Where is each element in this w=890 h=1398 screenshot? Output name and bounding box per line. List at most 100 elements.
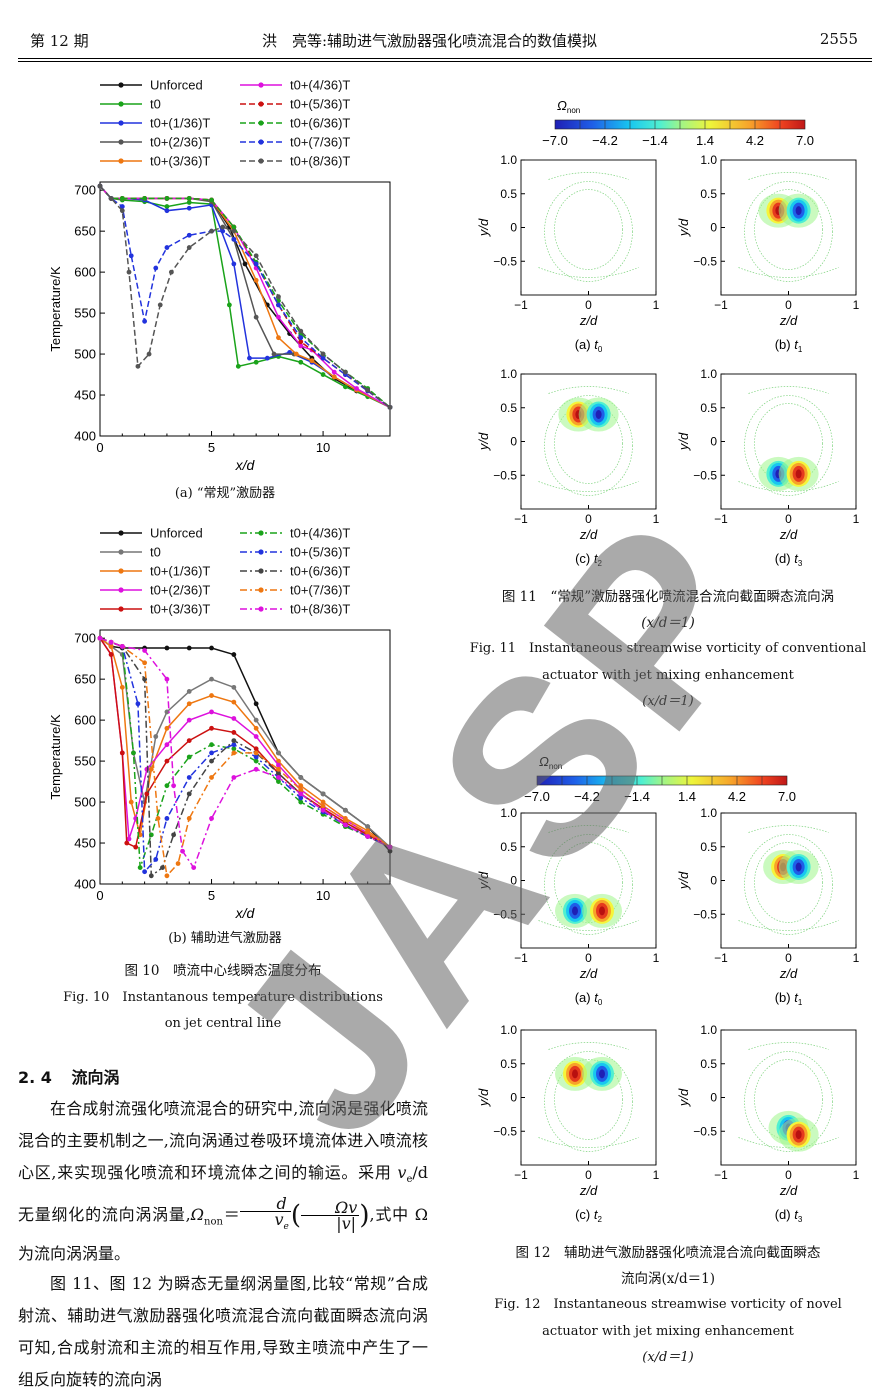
fig10a-legend-item: t0 <box>100 97 161 112</box>
fig10b-data-point <box>171 832 177 838</box>
fig12-panel-d: −1 0 1 1.0 0.5 0 −0.5 z/d y/d (d) t3 <box>676 1023 860 1224</box>
fig10b-subcaption: (b) 辅助进气激励器 <box>168 931 282 946</box>
fig12-panel-b: −1 0 1 1.0 0.5 0 −0.5 z/d y/d (b) t1 <box>676 806 860 1007</box>
fig11-colorbar-tick-label: 7.0 <box>796 133 814 148</box>
fig10b-data-point <box>253 725 259 731</box>
body-paragraph-2: 图 11、图 12 为瞬态无量纲涡量图,比较“常规”合成射流、辅助进气激励器强化… <box>18 1268 428 1396</box>
fig10b-data-point <box>209 725 214 731</box>
fig10a-data-point <box>298 343 304 349</box>
fig10b-data-point <box>253 734 259 739</box>
fig10b-y-tick-label: 500 <box>74 795 96 810</box>
fig10b-data-point <box>124 840 130 846</box>
fig10-caption-en-2: on jet central line <box>164 1016 282 1031</box>
fig10a-data-point <box>135 363 141 369</box>
fig10a-data-point <box>298 339 304 345</box>
fig12-caption-en-1: Fig. 12 Instantaneous streamwise vortici… <box>494 1297 842 1312</box>
fig12-colorbar-tick-label: −1.4 <box>624 789 650 804</box>
fig10b-series-line <box>99 637 391 870</box>
eq-inner-den: |v| <box>336 1214 357 1234</box>
fig12-panel-3-x-tick-label: 1 <box>853 1168 860 1182</box>
fig12-panel-0-y-tick-label: 1.0 <box>500 806 517 820</box>
fig12-panel-1-y-axis-label: y/d <box>676 871 691 890</box>
fig10b-data-point <box>142 660 148 666</box>
fig10b-data-point <box>253 750 259 756</box>
fig10a-legend-label: Unforced <box>150 78 203 93</box>
fig12-panel-3-y-tick-label: 0.5 <box>700 1057 717 1071</box>
fig11-panel-2-x-tick-label: −1 <box>514 512 528 526</box>
fig10a-series-line <box>99 185 391 408</box>
fig10b-legend-item: t0+(5/36)T <box>240 545 350 560</box>
fig11-panel-3-axes-frame <box>720 373 857 510</box>
fig10a-legend-label: t0+(2/36)T <box>150 135 210 150</box>
eq-lhs-sub: non <box>204 1216 223 1228</box>
fig10b-data-point <box>253 766 259 772</box>
fig10b-data-point <box>231 730 237 735</box>
fig10a-data-point <box>220 224 226 230</box>
fig10a-data-point <box>186 232 192 238</box>
fig11-panel-3-x-tick-label: 1 <box>853 512 860 526</box>
fig11-colorbar-tick-label: −4.2 <box>592 133 618 148</box>
fig12-panel-0-x-tick-label: 1 <box>653 951 660 965</box>
fig12-panel-0-x-tick-label: −1 <box>514 951 528 965</box>
fig12-panel-0-panel-label: (a) t0 <box>575 990 603 1007</box>
fig10b-data-point <box>186 738 192 744</box>
fig10b-legend-label: t0+(3/36)T <box>150 602 210 617</box>
fig11-panel-1-y-tick-label: 0 <box>710 221 717 235</box>
fig12-panel-2-y-axis-label: y/d <box>476 1088 491 1107</box>
fig11-panel-0-y-tick-label: 1.0 <box>500 153 517 167</box>
fig12-panel-3-x-tick-label: 0 <box>785 1168 792 1182</box>
fig10a-data-point <box>235 363 241 369</box>
fig10b-series-line <box>99 637 391 848</box>
fig10a-y-tick-label: 600 <box>74 265 96 280</box>
fig10b-data-point <box>119 750 125 756</box>
fig10b-data-point <box>298 799 304 805</box>
fig10b-data-point <box>148 766 154 772</box>
fig10b-data-point <box>276 758 281 764</box>
fig10a-legend-label: t0+(8/36)T <box>290 154 350 169</box>
fig12-panel-2-panel-label: (c) t2 <box>575 1207 602 1224</box>
fig11-panel-2-y-tick-label: 0 <box>510 435 517 449</box>
fig10a-data-point <box>209 197 214 203</box>
fig10b-data-point <box>186 701 192 707</box>
fig10b-data-point <box>128 799 134 805</box>
fig10a-data-point <box>231 224 237 230</box>
fig11-panel-3-y-tick-label: 0.5 <box>700 401 717 415</box>
fig10a-data-point <box>119 195 125 201</box>
fig11-panel-2-x-tick-label: 0 <box>585 512 592 526</box>
fig10a-legend-label: t0+(5/36)T <box>290 97 350 112</box>
fig10b-data-point <box>186 816 192 821</box>
fig10b-data-point <box>342 817 348 823</box>
fig10a-data-point <box>231 236 237 242</box>
fig10b-data-point <box>137 865 143 871</box>
fig12-panel-1-vortex-neg <box>778 850 819 884</box>
header-issue: 第 12 期 <box>30 32 89 50</box>
fig12-panel-0-vortex-pos <box>582 893 622 928</box>
fig11-panel-3-panel-label: (d) t3 <box>775 551 803 568</box>
eq-inner-num: Ωv <box>301 1200 360 1217</box>
fig10a-legend-item: t0+(2/36)T <box>100 135 210 150</box>
fig10b-data-point <box>231 684 237 690</box>
fig10a-legend-label: t0+(7/36)T <box>290 135 350 150</box>
fig10b-data-point <box>142 648 148 653</box>
fig10b-data-point <box>164 783 170 789</box>
fig10b-data-point <box>276 766 281 772</box>
fig11-panel-a: −1 0 1 1.0 0.5 0 −0.5 z/d y/d (a) t0 <box>476 153 660 354</box>
fig10a-data-point <box>276 314 281 320</box>
fig10b-data-point <box>186 791 192 797</box>
fig11-panel-2-y-tick-label: 1.0 <box>500 367 517 381</box>
fig10a-data-point <box>157 302 163 308</box>
fig10b-data-point <box>253 746 259 752</box>
fig12-panel-1-y-tick-label: −0.5 <box>693 907 717 921</box>
fig10b-data-point <box>342 807 348 813</box>
fig10a-legend-item: Unforced <box>100 78 203 93</box>
fig12-panel-1-x-tick-label: 1 <box>853 951 860 965</box>
fig11-colorbar-tick-label: 1.4 <box>696 133 714 148</box>
fig10b-data-point <box>135 701 141 707</box>
fig10a-data-point <box>186 205 192 211</box>
fig10a-data-point <box>264 355 270 361</box>
fig10a-y-tick-label: 500 <box>74 347 96 362</box>
fig10b-data-point <box>231 699 237 705</box>
fig10b-data-point <box>231 746 237 752</box>
fig12-colorbar-tick-label: 7.0 <box>778 789 796 804</box>
fig12-panel-3-panel-label: (d) t3 <box>775 1207 803 1224</box>
